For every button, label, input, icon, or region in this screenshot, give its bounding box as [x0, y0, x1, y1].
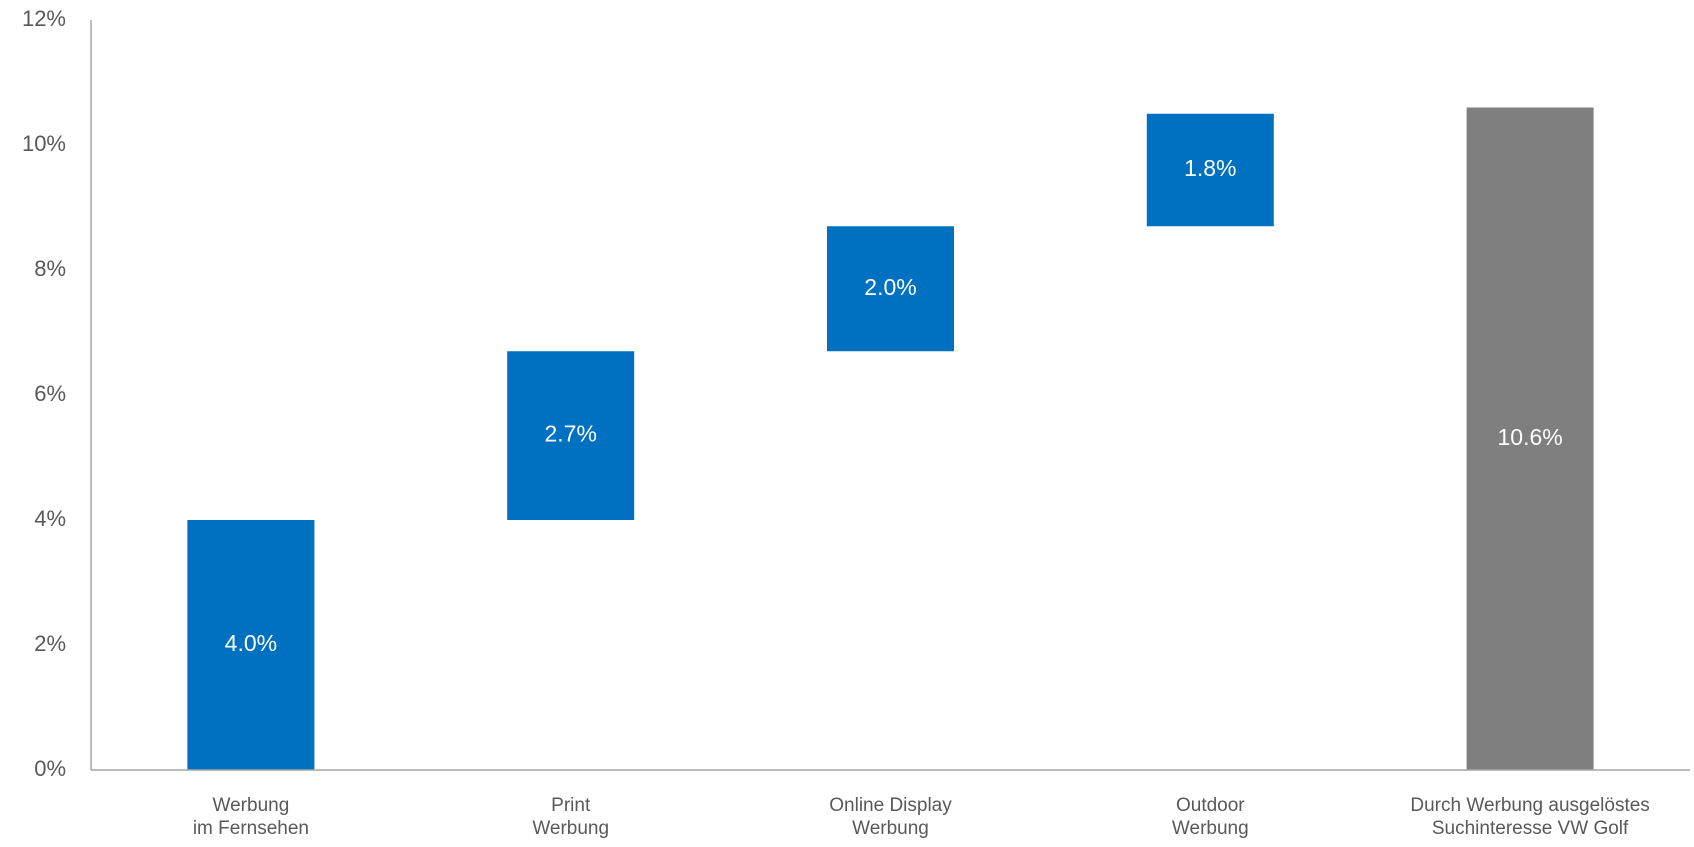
x-tick-label-line: Outdoor — [1176, 795, 1245, 816]
bar — [1466, 107, 1594, 770]
x-tick-label-line: Werbung — [1172, 818, 1249, 839]
x-tick-label-line: Suchinteresse VW Golf — [1432, 818, 1629, 839]
x-tick-label: Print Werbung — [532, 795, 609, 839]
x-tick-label-line: Print — [551, 795, 591, 816]
bar — [507, 351, 635, 520]
y-tick-label: 6% — [34, 381, 66, 406]
data-label: 2.7% — [544, 421, 596, 447]
data-label: 1.8% — [1184, 155, 1236, 181]
x-tick-label: Online Display Werbung — [829, 795, 952, 839]
y-tick-label: 0% — [34, 756, 66, 781]
y-tick-label: 4% — [34, 506, 66, 531]
x-tick-label-line: im Fernsehen — [193, 818, 309, 839]
x-tick-label-line: Durch Werbung ausgelöstes — [1410, 795, 1649, 816]
data-label: 2.0% — [864, 274, 916, 300]
x-tick-label: Durch Werbung ausgelöstes Suchinteresse V… — [1410, 795, 1649, 839]
y-tick-label: 12% — [22, 6, 66, 31]
data-label: 10.6% — [1497, 424, 1562, 450]
y-tick-label: 2% — [34, 631, 66, 656]
x-tick-label-line: Online Display — [829, 795, 952, 816]
x-tick-label-line: Werbung — [532, 818, 609, 839]
y-tick-label: 8% — [34, 256, 66, 281]
data-label: 4.0% — [225, 630, 277, 656]
bar — [827, 226, 954, 352]
x-tick-label: Werbung im Fernsehen — [193, 795, 309, 839]
y-tick-label: 10% — [22, 131, 66, 156]
x-tick-label: Outdoor Werbung — [1172, 795, 1249, 839]
x-tick-label-line: Werbung — [213, 795, 290, 816]
bar — [1146, 113, 1274, 227]
bar — [187, 520, 315, 770]
x-tick-label-line: Werbung — [852, 818, 929, 839]
